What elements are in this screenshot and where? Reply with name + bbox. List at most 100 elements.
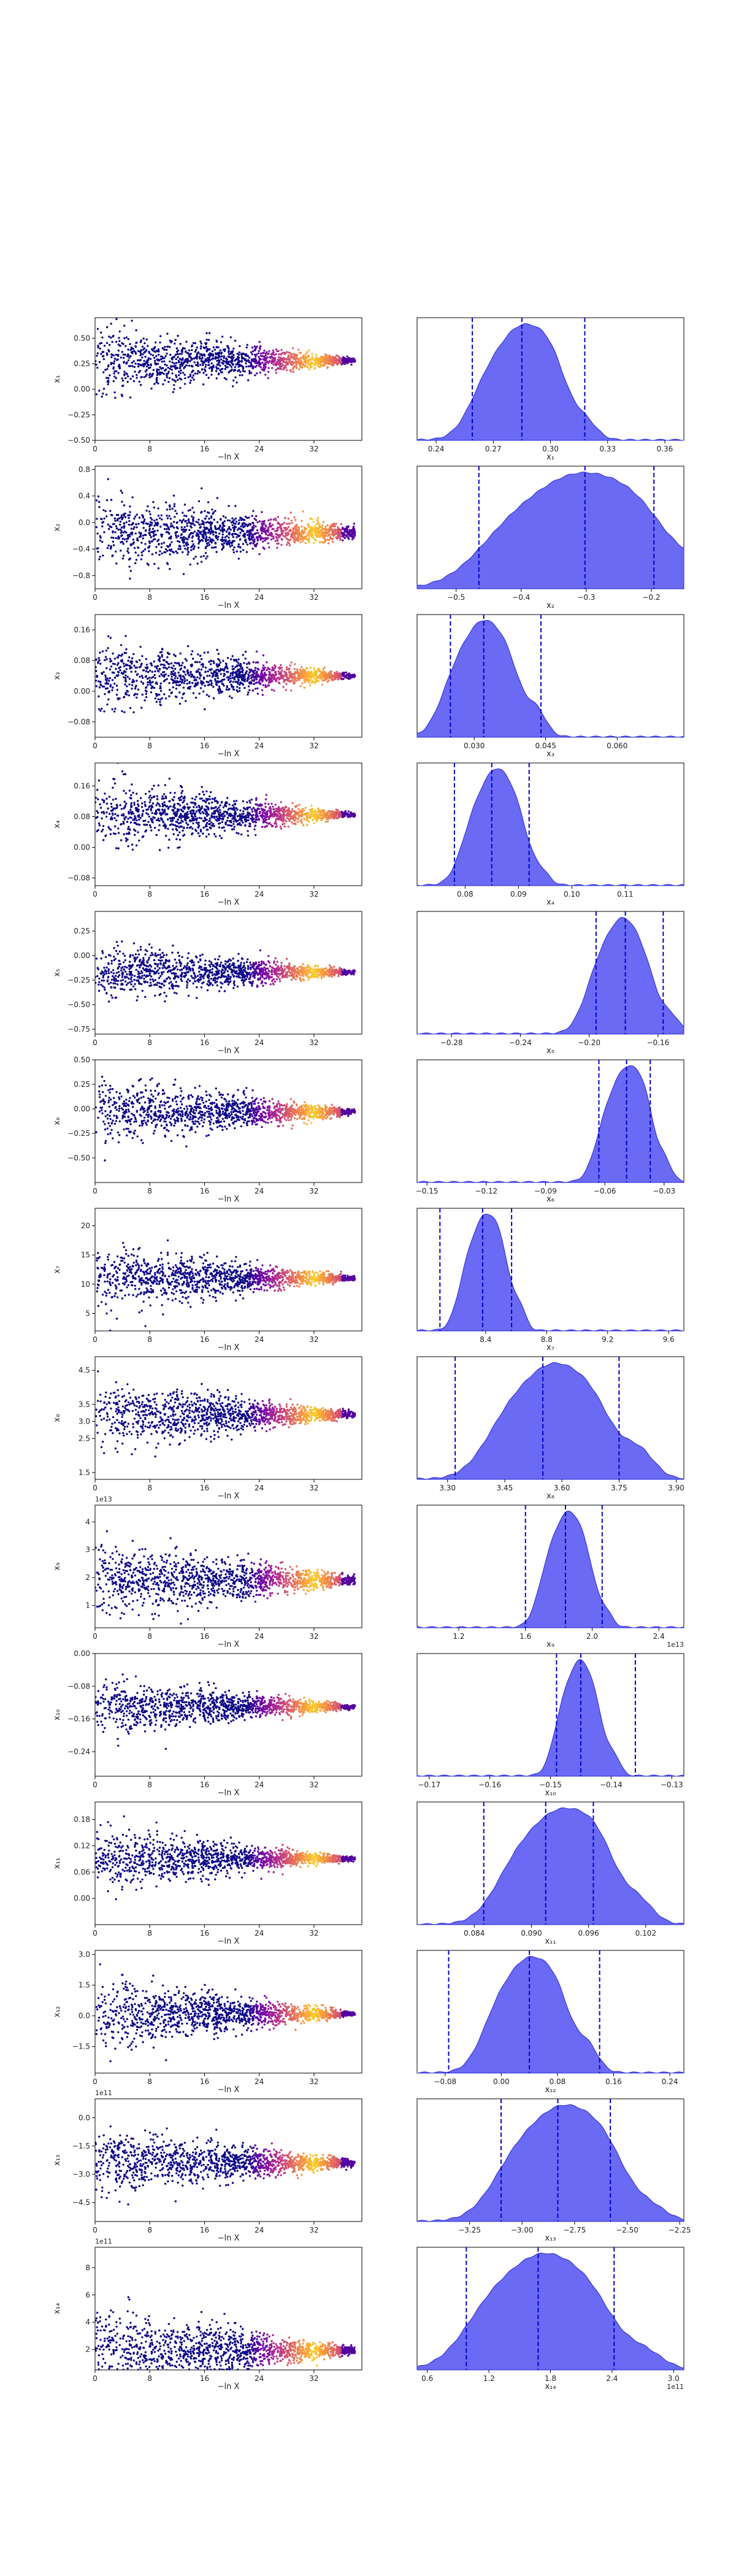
trace-point (124, 804, 127, 807)
trace-point (311, 356, 313, 358)
trace-point (122, 353, 125, 356)
trace-point (326, 362, 329, 365)
trace-point (164, 363, 166, 366)
trace-point (106, 326, 109, 329)
trace-point (246, 680, 248, 683)
trace-point (253, 345, 256, 348)
trace-point (218, 659, 221, 662)
trace-point (202, 791, 204, 793)
trace-point (188, 349, 191, 351)
trace-point (265, 359, 267, 362)
trace-point (114, 396, 117, 399)
trace-point (332, 678, 335, 681)
trace-point (249, 542, 251, 545)
trace-point (289, 512, 292, 514)
trace-point (99, 342, 101, 345)
trace-point (115, 684, 118, 687)
trace-point (305, 675, 307, 678)
trace-point (312, 534, 314, 536)
trace-point (304, 807, 307, 809)
trace-point (127, 359, 130, 362)
trace-point (215, 546, 217, 548)
trace-point (335, 672, 338, 675)
trace-point (147, 681, 149, 684)
trace-point (175, 550, 177, 553)
trace-point (352, 535, 355, 537)
trace-point (139, 354, 142, 357)
trace-point (251, 689, 254, 692)
trace-point (232, 688, 236, 691)
trace-point (136, 374, 138, 377)
trace-point (244, 657, 247, 660)
trace-point (276, 360, 278, 363)
trace-point (166, 352, 168, 355)
trace-point (162, 666, 165, 669)
trace-point (191, 515, 193, 518)
trace-point (183, 515, 186, 517)
trace-point (251, 353, 253, 356)
trace-point (285, 532, 288, 535)
trace-point (248, 537, 251, 540)
trace-point (120, 644, 123, 646)
trace-point (127, 338, 130, 340)
trace-point (334, 357, 337, 359)
trace-point (267, 542, 270, 545)
trace-point (199, 687, 202, 689)
trace-point (192, 543, 194, 546)
trace-point (233, 546, 236, 549)
trace-point (104, 792, 106, 795)
trace-point (340, 811, 343, 813)
trace-point (211, 538, 214, 541)
trace-point (102, 388, 105, 390)
trace-point (333, 362, 335, 364)
trace-point (296, 821, 299, 823)
trace-point (248, 372, 251, 375)
trace-point (309, 364, 312, 366)
trace-point (191, 674, 194, 677)
trace-point (112, 662, 115, 665)
trace-point (197, 362, 199, 365)
trace-point (264, 362, 267, 364)
trace-point (172, 812, 175, 815)
trace-point (155, 700, 158, 703)
trace-point (113, 375, 116, 378)
trace-point (262, 369, 264, 371)
trace-point (255, 675, 257, 677)
trace-point (248, 539, 251, 542)
trace-point (301, 525, 303, 528)
trace-point (156, 374, 159, 377)
trace-point (316, 365, 320, 367)
trace-point (342, 361, 345, 364)
trace-point (335, 808, 337, 811)
trace-point (239, 360, 241, 362)
trace-point (161, 654, 163, 656)
trace-point (144, 518, 146, 521)
trace-point (185, 350, 187, 353)
trace-point (113, 370, 116, 373)
trace-point (245, 662, 248, 665)
trace-point (226, 676, 229, 679)
trace-point (273, 357, 276, 360)
trace-point (173, 379, 175, 381)
trace-point (275, 807, 277, 810)
trace-point (173, 384, 175, 386)
trace-point (106, 677, 109, 680)
trace-point (205, 545, 207, 548)
trace-point (131, 350, 134, 353)
trace-point (180, 667, 182, 670)
trace-point (117, 670, 120, 673)
trace-point (98, 506, 101, 508)
trace-point (348, 538, 350, 540)
trace-point (148, 527, 151, 530)
trace-point (99, 556, 101, 558)
trace-point (246, 543, 249, 546)
trace-point (250, 364, 252, 367)
trace-point (161, 697, 164, 700)
trace-point (215, 551, 218, 553)
trace-point (281, 532, 283, 535)
trace-point (151, 670, 153, 673)
trace-point (148, 351, 150, 354)
trace-xtick-label: 8 (147, 593, 152, 602)
trace-point (243, 673, 247, 676)
trace-point (163, 801, 166, 803)
